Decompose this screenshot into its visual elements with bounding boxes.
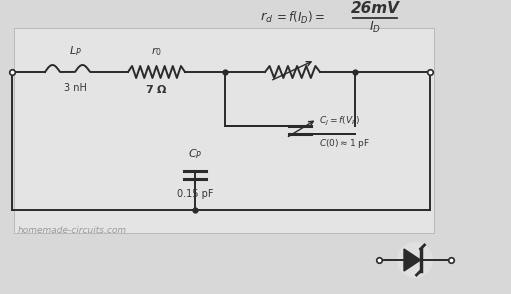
Text: $C_P$: $C_P$ [188, 147, 202, 161]
Text: $r_0$: $r_0$ [151, 45, 162, 58]
Circle shape [397, 242, 433, 278]
Text: 0.15 pF: 0.15 pF [177, 189, 213, 199]
Text: $C_J = f(V_R)$: $C_J = f(V_R)$ [319, 115, 361, 128]
Text: $r_d$: $r_d$ [260, 11, 273, 25]
Text: $= f(I_D) =$: $= f(I_D) =$ [274, 10, 325, 26]
Text: $L_P$: $L_P$ [68, 44, 81, 58]
FancyBboxPatch shape [14, 28, 434, 233]
Text: $C(0) \approx 1\ \mathrm{pF}$: $C(0) \approx 1\ \mathrm{pF}$ [319, 137, 370, 150]
Text: 3 nH: 3 nH [63, 83, 86, 93]
Text: $\mathbf{7\ \Omega}$: $\mathbf{7\ \Omega}$ [145, 83, 168, 95]
Text: homemade-circuits.com: homemade-circuits.com [18, 226, 127, 235]
Text: 26mV: 26mV [351, 1, 400, 16]
Polygon shape [404, 249, 421, 271]
Text: $I_D$: $I_D$ [369, 20, 381, 35]
